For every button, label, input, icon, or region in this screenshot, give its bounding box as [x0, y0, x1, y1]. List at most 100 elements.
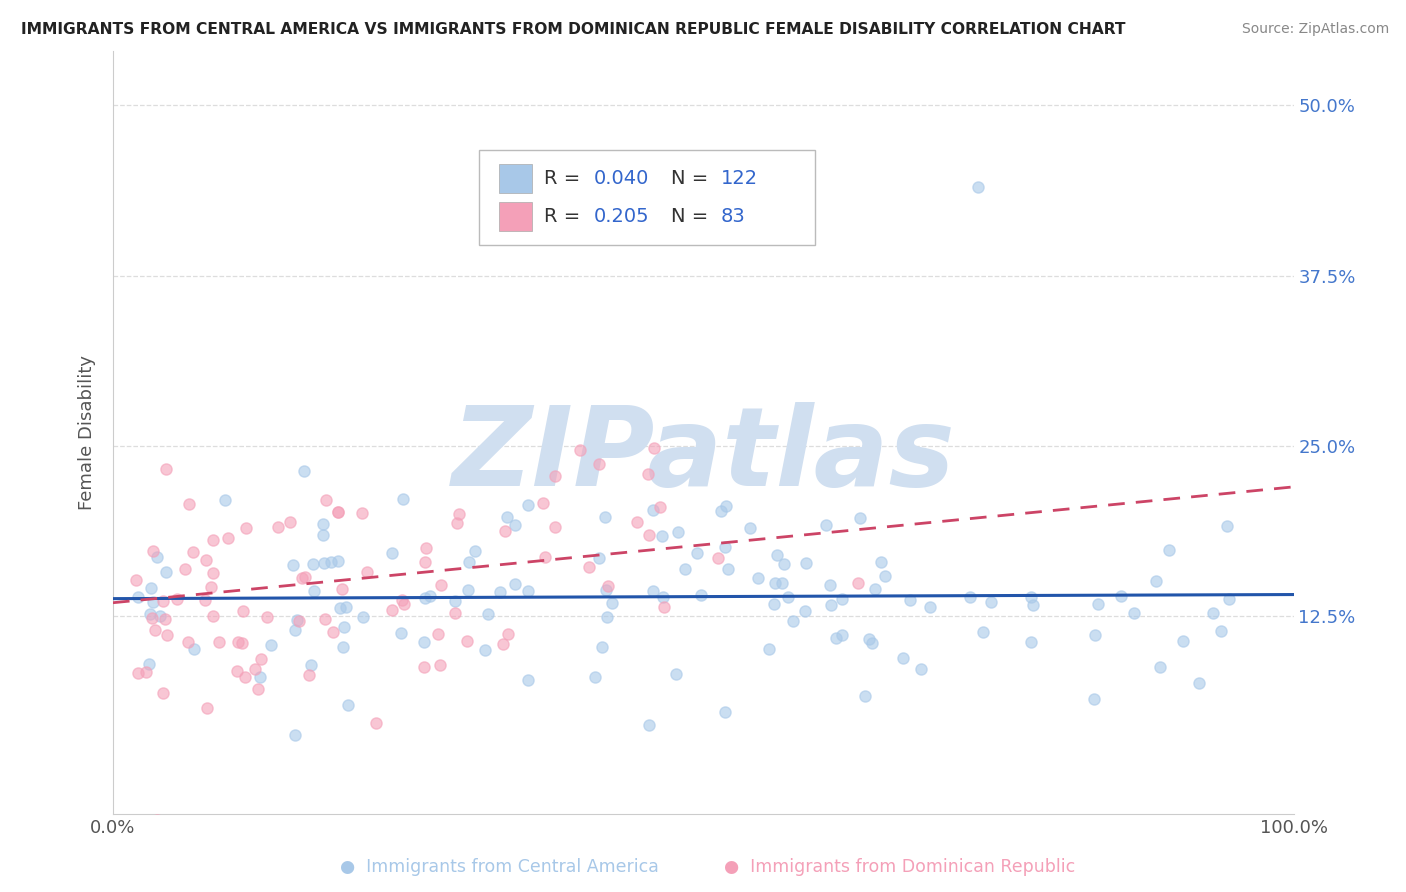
Point — [284, 624, 307, 638]
Point — [516, 673, 538, 688]
Point — [232, 604, 254, 618]
Point — [706, 550, 728, 565]
Point — [332, 640, 354, 655]
Point — [312, 556, 335, 570]
Text: R =: R = — [544, 169, 586, 188]
Point — [495, 510, 517, 524]
Point — [364, 715, 387, 730]
Point — [503, 577, 526, 591]
Point — [457, 555, 479, 569]
Point — [278, 516, 301, 530]
Text: ●  Immigrants from Central America: ● Immigrants from Central America — [340, 858, 658, 876]
Point — [494, 524, 516, 538]
Point — [1202, 606, 1225, 620]
Point — [1021, 599, 1043, 613]
Point — [181, 545, 204, 559]
Point — [146, 549, 169, 564]
Point — [231, 636, 253, 650]
Point — [831, 627, 853, 641]
Point — [666, 524, 689, 539]
Bar — [499, 202, 531, 231]
Point — [139, 581, 162, 595]
Point — [966, 180, 988, 194]
Point — [1019, 590, 1042, 604]
Point — [176, 635, 198, 649]
Point — [1157, 543, 1180, 558]
Point — [142, 544, 165, 558]
Point — [225, 664, 247, 678]
Point — [155, 566, 177, 580]
Point — [1144, 574, 1167, 589]
Point — [873, 569, 896, 583]
Point — [447, 507, 470, 521]
Point — [641, 502, 664, 516]
Point — [127, 665, 149, 680]
Point — [233, 670, 256, 684]
Point — [319, 555, 342, 569]
Text: Source: ZipAtlas.com: Source: ZipAtlas.com — [1241, 22, 1389, 37]
Point — [381, 546, 404, 560]
Point — [638, 717, 661, 731]
Point — [245, 662, 267, 676]
Point — [758, 641, 780, 656]
Point — [356, 566, 378, 580]
Point — [322, 624, 344, 639]
Point — [155, 461, 177, 475]
Point — [1188, 676, 1211, 690]
Point — [1216, 519, 1239, 533]
Point — [474, 643, 496, 657]
Point — [517, 583, 540, 598]
Point — [1019, 635, 1042, 649]
Point — [141, 611, 163, 625]
Point — [329, 600, 352, 615]
Point — [250, 652, 273, 666]
Point — [980, 595, 1002, 609]
Point — [200, 580, 222, 594]
Point — [489, 584, 512, 599]
Point — [1149, 660, 1171, 674]
Point — [394, 597, 416, 611]
Point — [498, 626, 520, 640]
Point — [820, 599, 842, 613]
Point — [415, 555, 437, 569]
Point — [125, 574, 148, 588]
Point — [291, 571, 314, 585]
Point — [328, 505, 350, 519]
Point — [714, 541, 737, 555]
Point — [391, 492, 413, 507]
Point — [152, 685, 174, 699]
Point — [544, 520, 567, 534]
Point — [195, 553, 218, 567]
Point — [249, 670, 271, 684]
Point — [716, 500, 738, 514]
Point — [179, 497, 201, 511]
Point — [870, 555, 893, 569]
Text: R =: R = — [544, 207, 586, 226]
Y-axis label: Female Disability: Female Disability — [79, 355, 96, 510]
Point — [865, 582, 887, 597]
Point — [281, 558, 304, 572]
Point — [149, 608, 172, 623]
Point — [1211, 624, 1233, 638]
Text: 0.205: 0.205 — [593, 207, 650, 226]
Point — [201, 609, 224, 624]
Text: ●  Immigrants from Dominican Republic: ● Immigrants from Dominican Republic — [724, 858, 1076, 876]
Point — [352, 609, 374, 624]
Point — [335, 599, 357, 614]
Point — [595, 583, 617, 598]
Point — [762, 597, 785, 611]
Point — [294, 570, 316, 584]
Text: IMMIGRANTS FROM CENTRAL AMERICA VS IMMIGRANTS FROM DOMINICAN REPUBLIC FEMALE DIS: IMMIGRANTS FROM CENTRAL AMERICA VS IMMIG… — [21, 22, 1126, 37]
Point — [456, 634, 478, 648]
Text: 122: 122 — [721, 169, 758, 188]
Point — [531, 496, 554, 510]
Point — [818, 578, 841, 592]
Point — [292, 464, 315, 478]
Point — [763, 576, 786, 591]
Point — [443, 594, 465, 608]
Point — [891, 651, 914, 665]
Point — [201, 533, 224, 547]
Point — [1087, 597, 1109, 611]
Point — [201, 566, 224, 581]
Point — [583, 669, 606, 683]
